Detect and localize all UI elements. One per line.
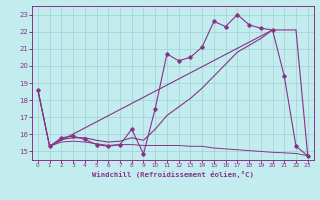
X-axis label: Windchill (Refroidissement éolien,°C): Windchill (Refroidissement éolien,°C) <box>92 171 254 178</box>
